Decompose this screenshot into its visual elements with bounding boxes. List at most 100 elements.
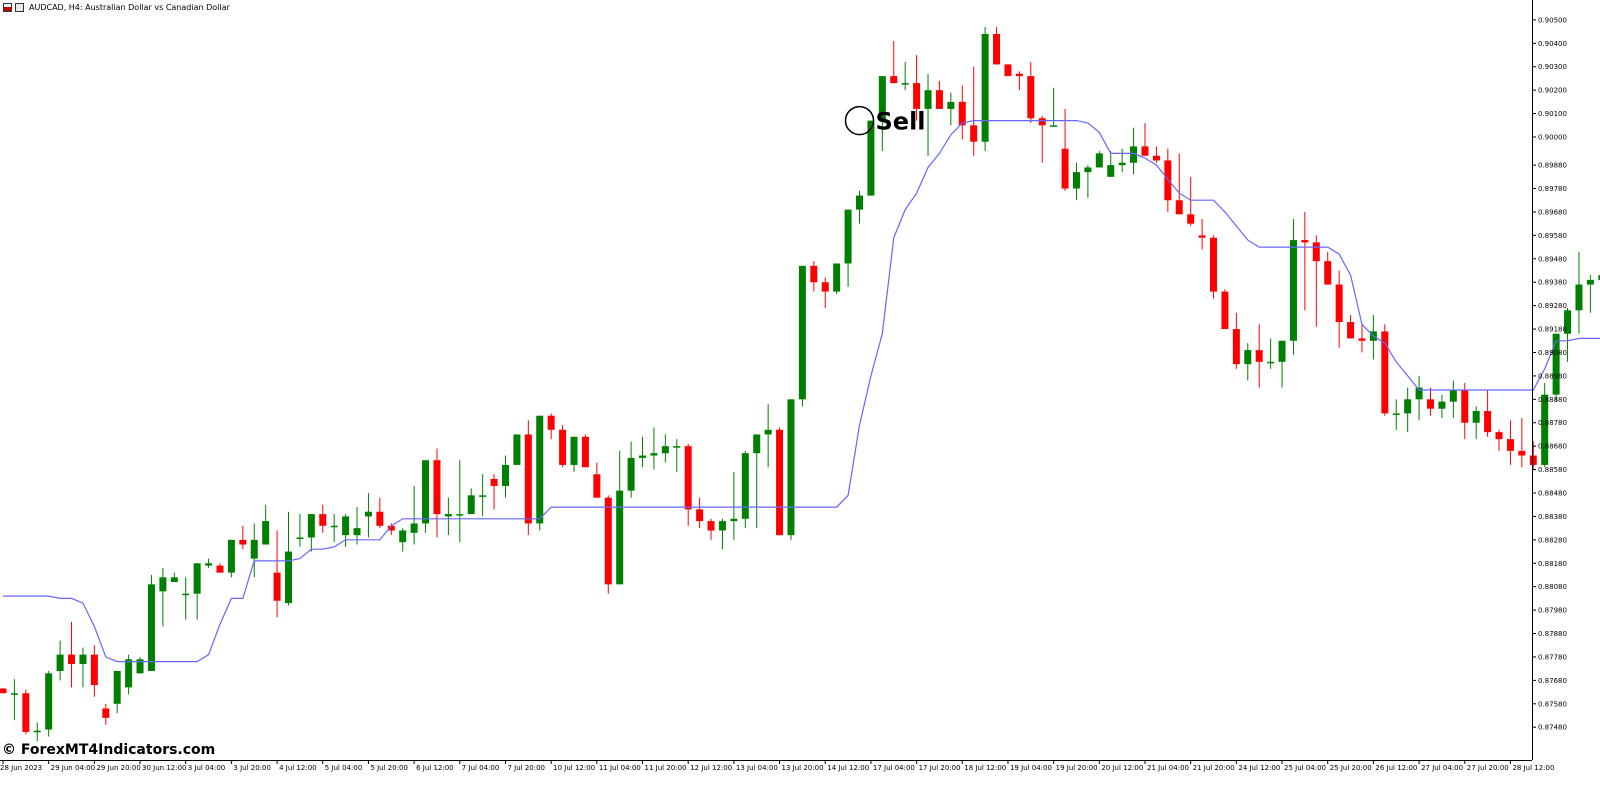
candle-body	[878, 76, 886, 121]
candle	[1495, 429, 1503, 451]
candle	[1541, 382, 1549, 468]
candle	[570, 436, 578, 472]
candle	[844, 209, 852, 287]
candle-body	[1221, 291, 1229, 330]
candle	[1232, 312, 1240, 369]
time-tick-label: 29 Jun 04:00	[51, 764, 95, 772]
candle-body	[227, 539, 235, 573]
candle-body	[524, 434, 532, 524]
candle-body	[810, 265, 818, 283]
candle	[627, 441, 635, 498]
candle	[1095, 151, 1103, 168]
candle	[741, 450, 749, 529]
watermark: © ForexMT4Indicators.com	[2, 742, 216, 758]
candle-body	[1050, 125, 1058, 127]
candle	[467, 488, 475, 515]
candle-body	[559, 429, 567, 465]
chart-header: AUDCAD, H4: Australian Dollar vs Canadia…	[0, 0, 230, 14]
candle	[56, 640, 64, 681]
candle	[239, 525, 247, 550]
candle	[878, 76, 886, 152]
time-tick-label: 4 Jul 12:00	[279, 764, 317, 772]
candle-body	[501, 464, 509, 486]
chart-window-icon[interactable]	[3, 2, 12, 12]
candle	[1438, 394, 1446, 419]
time-tick-label: 11 Jul 04:00	[599, 764, 641, 772]
candle-body	[513, 434, 521, 465]
price-tick-label: 0.90100	[1538, 110, 1567, 118]
candle	[993, 26, 1001, 65]
candle	[1164, 148, 1172, 212]
candle-body	[1061, 148, 1069, 189]
candle	[684, 443, 692, 526]
candle	[581, 434, 589, 468]
candle	[524, 420, 532, 536]
candle	[444, 497, 452, 536]
price-tick-label: 0.89780	[1538, 185, 1567, 193]
candle	[0, 687, 7, 694]
price-tick-label: 0.89380	[1538, 279, 1567, 287]
candle-body	[696, 509, 704, 522]
candle-body	[856, 195, 863, 210]
candle	[913, 55, 921, 121]
candle-body	[970, 125, 978, 142]
price-tick-label: 0.88480	[1538, 490, 1567, 498]
candle	[661, 434, 669, 463]
candle-body	[753, 434, 761, 454]
candle-body	[718, 521, 726, 531]
candle	[33, 722, 41, 742]
candle	[730, 471, 738, 540]
candle	[1404, 387, 1412, 433]
candle-body	[1335, 284, 1343, 323]
chart-properties-icon[interactable]	[15, 2, 24, 12]
candle-body	[1404, 399, 1412, 414]
candle-body	[1415, 387, 1423, 400]
time-tick-label: 30 Jun 12:00	[142, 764, 186, 772]
candle-body	[776, 429, 784, 536]
time-tick-label: 28 Jun 2023	[0, 764, 42, 772]
candle-body	[364, 511, 372, 517]
candle	[113, 671, 121, 714]
candle	[593, 462, 601, 498]
candle-body	[1118, 162, 1126, 166]
candle	[513, 434, 521, 465]
candle-body	[1255, 350, 1263, 362]
candle-body	[90, 654, 98, 686]
candle	[1152, 146, 1160, 163]
candle-body	[1027, 76, 1035, 119]
candle-body	[353, 528, 361, 536]
candle-body	[1301, 240, 1309, 243]
time-tick-label: 5 Jul 04:00	[325, 764, 363, 772]
candle	[479, 474, 487, 517]
candle-body	[1392, 413, 1400, 415]
candle	[422, 460, 430, 533]
time-tick-label: 25 Jul 20:00	[1330, 764, 1372, 772]
candle	[10, 679, 18, 721]
candle-body	[764, 429, 772, 435]
sell-marker-circle	[844, 105, 875, 136]
candle-body	[1358, 338, 1366, 341]
candle	[1586, 275, 1594, 313]
candle-body	[296, 537, 304, 540]
candle	[616, 450, 624, 585]
time-tick-label: 7 Jul 04:00	[462, 764, 500, 772]
candle	[1107, 151, 1115, 177]
candle	[1210, 235, 1218, 299]
price-tick-label: 0.90300	[1538, 63, 1567, 71]
candle-body	[913, 83, 921, 109]
candle-body	[10, 693, 18, 695]
candle-body	[924, 90, 932, 109]
candle	[1141, 122, 1149, 156]
candle	[1084, 165, 1092, 198]
price-tick-label: 0.87980	[1538, 607, 1567, 615]
candle	[170, 572, 178, 583]
candle	[1335, 270, 1343, 348]
sell-label: Sell	[876, 108, 926, 136]
candle	[947, 92, 955, 126]
candle	[696, 497, 704, 529]
candle	[1552, 333, 1560, 402]
candle	[273, 530, 281, 618]
time-tick-label: 13 Jul 04:00	[736, 764, 778, 772]
candle-body	[456, 514, 464, 516]
